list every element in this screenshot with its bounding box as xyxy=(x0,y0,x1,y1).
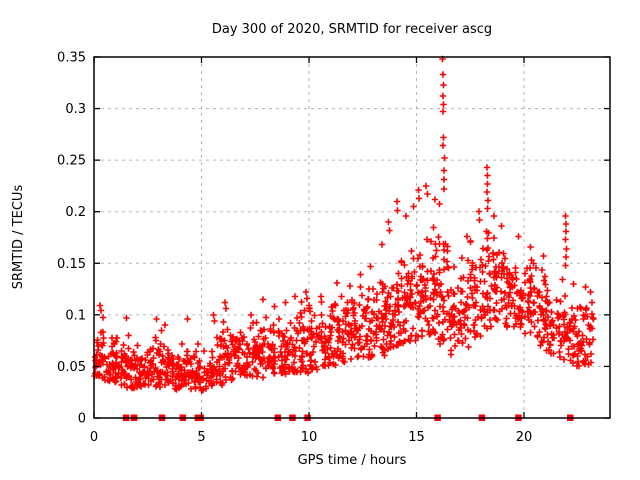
y-tick-label: 0.35 xyxy=(57,51,86,66)
y-tick-label: 0.25 xyxy=(57,154,86,169)
y-tick-label: 0.1 xyxy=(65,308,86,323)
y-tick-label: 0.2 xyxy=(65,205,86,220)
x-tick-label: 20 xyxy=(516,430,533,445)
y-tick-label: 0.3 xyxy=(65,102,86,117)
y-tick-label: 0 xyxy=(78,412,86,427)
x-tick-label: 10 xyxy=(301,430,318,445)
scatter-points xyxy=(91,55,597,394)
x-tick-label: 0 xyxy=(90,430,98,445)
y-tick-label: 0.15 xyxy=(57,257,86,272)
chart-title: Day 300 of 2020, SRMTID for receiver asc… xyxy=(211,22,493,37)
x-axis-label: GPS time / hours xyxy=(297,453,407,468)
plot-border xyxy=(93,56,611,419)
x-tick-label: 15 xyxy=(408,430,425,445)
y-tick-label: 0.05 xyxy=(57,360,86,375)
x-tick-label: 5 xyxy=(197,430,205,445)
